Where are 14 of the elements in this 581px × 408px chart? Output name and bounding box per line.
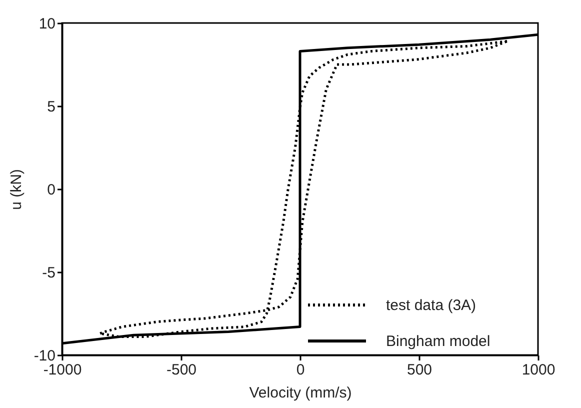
x-axis-title: Velocity (mm/s) bbox=[249, 384, 352, 402]
x-tick-label: -500 bbox=[166, 362, 197, 378]
legend-label: test data (3A) bbox=[386, 297, 476, 314]
y-tick-label: -5 bbox=[42, 264, 56, 282]
y-tick-label: -10 bbox=[34, 348, 56, 364]
y-tick-label: 10 bbox=[38, 16, 56, 32]
x-tick-label: 500 bbox=[406, 362, 432, 378]
x-tick-label: -1000 bbox=[43, 362, 82, 378]
x-tick-label: 0 bbox=[296, 362, 305, 378]
y-tick-label: 5 bbox=[47, 98, 56, 116]
y-tick-label: 0 bbox=[47, 182, 56, 198]
y-axis-title: u (kN) bbox=[8, 169, 25, 210]
legend-label: Bingham model bbox=[386, 333, 490, 350]
x-tick-label: 1000 bbox=[522, 362, 556, 378]
